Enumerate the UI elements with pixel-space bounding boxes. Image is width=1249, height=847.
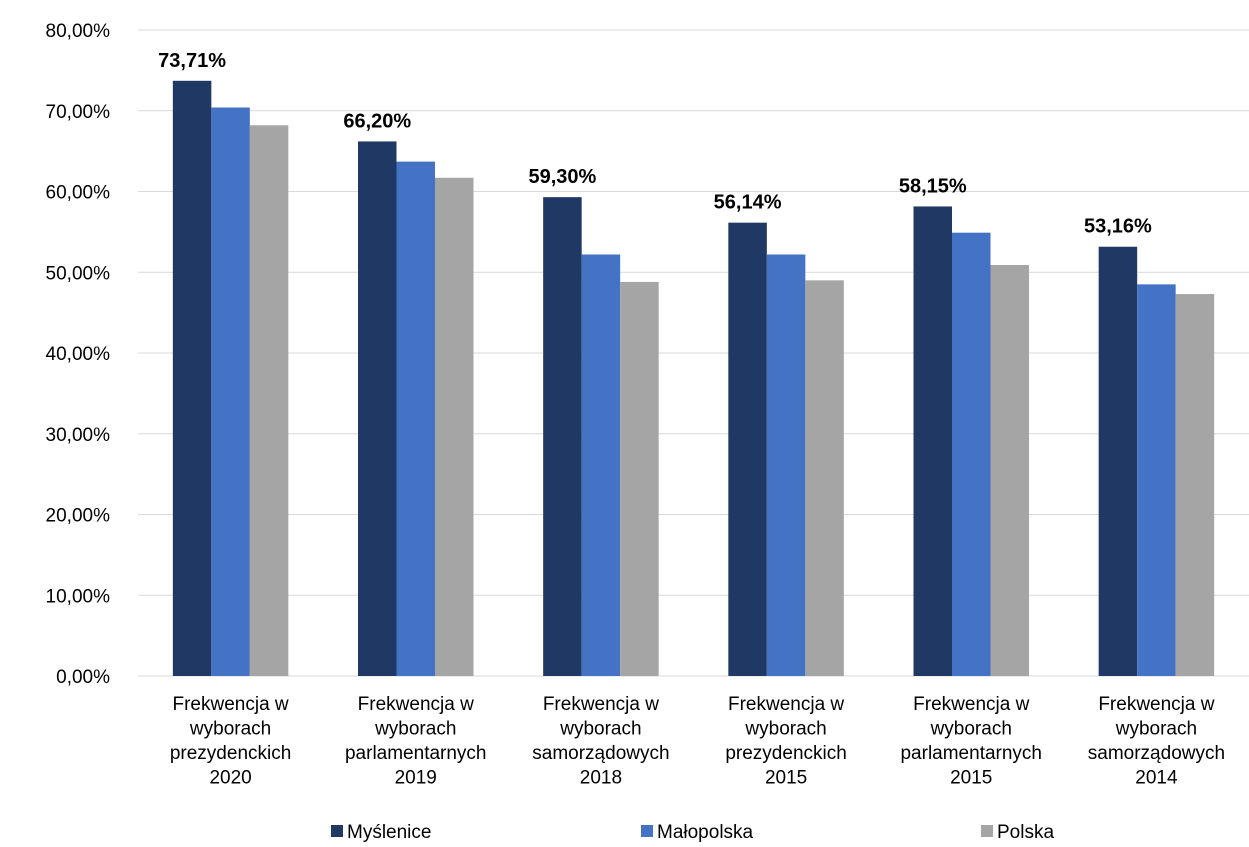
- x-tick-label: wyborach: [559, 719, 641, 740]
- x-tick-label: 2019: [395, 768, 437, 789]
- x-tick-label: 2015: [950, 768, 992, 789]
- y-tick-label: 80,00%: [46, 21, 111, 42]
- x-tick-label: parlamentarnych: [900, 743, 1042, 764]
- bar-myślenice-4: [913, 206, 952, 676]
- y-tick-label: 50,00%: [46, 263, 111, 284]
- x-tick-label: Frekwencja w: [728, 694, 844, 715]
- bar-polska-1: [435, 177, 474, 676]
- bar-polska-5: [1175, 294, 1215, 676]
- x-tick-label: prezydenckich: [725, 743, 846, 764]
- bar-małopolska-4: [952, 232, 991, 676]
- y-tick-label: 40,00%: [46, 344, 111, 365]
- legend-label: Małopolska: [657, 822, 754, 843]
- bar-myślenice-2: [543, 197, 582, 676]
- bar-myślenice-0: [172, 80, 212, 676]
- data-label: 66,20%: [343, 110, 411, 132]
- x-tick-label: Frekwencja w: [358, 694, 474, 715]
- legend-swatch: [981, 825, 993, 837]
- data-label: 73,71%: [158, 50, 226, 72]
- bar-polska-0: [249, 125, 289, 676]
- x-tick-label: samorządowych: [532, 743, 669, 764]
- legend-swatch: [331, 825, 343, 837]
- legend-swatch: [641, 825, 653, 837]
- x-tick-label: 2015: [765, 768, 807, 789]
- bar-myślenice-1: [358, 141, 397, 676]
- y-tick-label: 10,00%: [46, 586, 111, 607]
- x-tick-label: parlamentarnych: [345, 743, 487, 764]
- bar-myślenice-3: [728, 222, 767, 676]
- x-tick-label: 2020: [209, 768, 251, 789]
- bar-polska-4: [990, 264, 1029, 676]
- x-tick-label: wyborach: [930, 719, 1012, 740]
- bar-polska-2: [620, 281, 659, 676]
- bar-myślenice-5: [1098, 246, 1138, 676]
- x-tick-label: wyborach: [189, 719, 271, 740]
- x-tick-label: Frekwencja w: [913, 694, 1029, 715]
- y-tick-label: 0,00%: [56, 667, 110, 688]
- bar-małopolska-0: [211, 107, 250, 676]
- y-tick-label: 70,00%: [46, 102, 111, 123]
- bar-małopolska-2: [581, 254, 621, 677]
- x-tick-label: wyborach: [1115, 719, 1197, 740]
- bar-małopolska-3: [766, 254, 806, 677]
- data-label: 53,16%: [1084, 216, 1152, 238]
- y-tick-label: 30,00%: [46, 425, 111, 446]
- legend-label: Myślenice: [347, 822, 431, 843]
- x-tick-label: Frekwencja w: [1098, 694, 1214, 715]
- bar-małopolska-1: [396, 161, 435, 676]
- x-tick-label: prezydenckich: [170, 743, 291, 764]
- x-tick-label: wyborach: [744, 719, 826, 740]
- data-label: 59,30%: [528, 166, 596, 188]
- data-label: 56,14%: [714, 192, 782, 214]
- data-label: 58,15%: [899, 175, 967, 197]
- x-tick-label: Frekwencja w: [173, 694, 289, 715]
- legend-label: Polska: [997, 822, 1054, 843]
- x-tick-label: 2014: [1135, 768, 1178, 789]
- x-tick-label: wyborach: [374, 719, 456, 740]
- y-tick-label: 20,00%: [46, 506, 111, 527]
- y-tick-label: 60,00%: [46, 183, 111, 204]
- bar-małopolska-5: [1137, 284, 1176, 676]
- x-tick-label: samorządowych: [1088, 743, 1225, 764]
- x-tick-label: 2018: [580, 768, 622, 789]
- x-tick-label: Frekwencja w: [543, 694, 659, 715]
- bar-polska-3: [805, 280, 844, 676]
